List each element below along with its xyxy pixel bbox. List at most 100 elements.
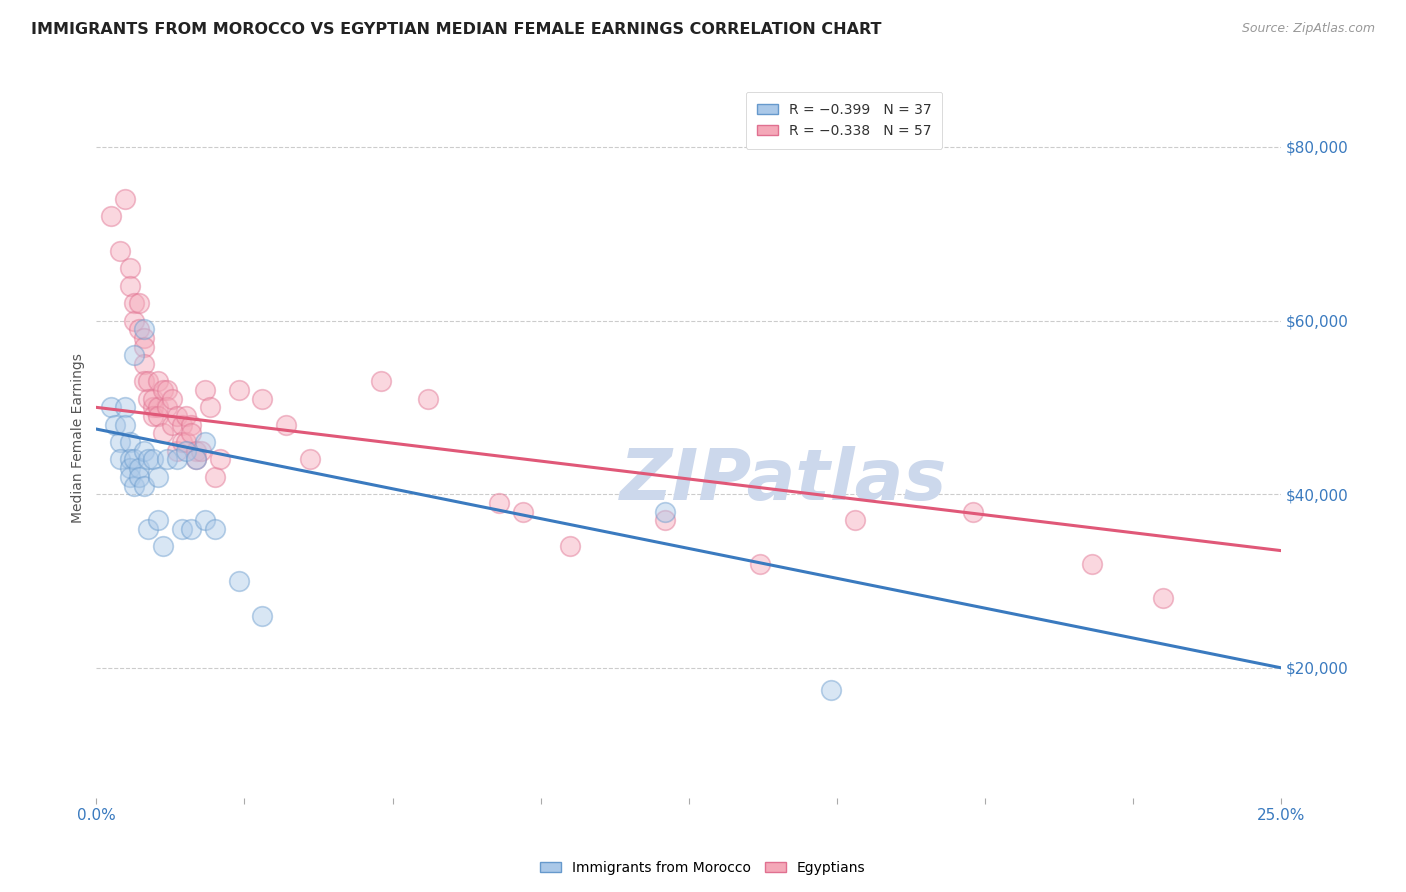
Point xyxy=(118,470,141,484)
Point xyxy=(122,348,145,362)
Point xyxy=(146,513,169,527)
Point xyxy=(170,522,193,536)
Point xyxy=(138,392,160,406)
Point xyxy=(962,504,984,518)
Point xyxy=(152,539,174,553)
Point xyxy=(228,574,250,588)
Point xyxy=(132,374,155,388)
Point xyxy=(108,452,131,467)
Text: IMMIGRANTS FROM MOROCCO VS EGYPTIAN MEDIAN FEMALE EARNINGS CORRELATION CHART: IMMIGRANTS FROM MOROCCO VS EGYPTIAN MEDI… xyxy=(31,22,882,37)
Point xyxy=(654,504,676,518)
Point xyxy=(108,435,131,450)
Point xyxy=(160,392,183,406)
Point xyxy=(146,401,169,415)
Point xyxy=(104,417,127,432)
Point xyxy=(146,374,169,388)
Point xyxy=(128,470,150,484)
Point xyxy=(132,443,155,458)
Point xyxy=(118,278,141,293)
Point xyxy=(654,513,676,527)
Point xyxy=(204,470,226,484)
Point xyxy=(122,478,145,492)
Point xyxy=(128,296,150,310)
Point xyxy=(180,426,202,441)
Point xyxy=(844,513,866,527)
Point xyxy=(184,443,207,458)
Point xyxy=(176,409,198,423)
Point xyxy=(228,383,250,397)
Point xyxy=(142,392,165,406)
Point xyxy=(156,383,179,397)
Point xyxy=(166,443,188,458)
Point xyxy=(176,435,198,450)
Point xyxy=(166,452,188,467)
Point xyxy=(370,374,392,388)
Point xyxy=(748,557,770,571)
Point xyxy=(132,340,155,354)
Point xyxy=(194,383,217,397)
Point xyxy=(146,470,169,484)
Point xyxy=(184,452,207,467)
Point xyxy=(488,496,510,510)
Point xyxy=(142,409,165,423)
Point xyxy=(122,313,145,327)
Point xyxy=(138,374,160,388)
Point xyxy=(152,426,174,441)
Point xyxy=(122,452,145,467)
Point xyxy=(298,452,321,467)
Y-axis label: Median Female Earnings: Median Female Earnings xyxy=(72,353,86,523)
Point xyxy=(1080,557,1102,571)
Point xyxy=(132,322,155,336)
Point xyxy=(560,539,582,553)
Point xyxy=(250,608,273,623)
Point xyxy=(146,409,169,423)
Point xyxy=(122,296,145,310)
Point xyxy=(138,452,160,467)
Text: ZIPatlas: ZIPatlas xyxy=(620,447,948,516)
Point xyxy=(142,401,165,415)
Point xyxy=(198,401,221,415)
Point xyxy=(512,504,534,518)
Point xyxy=(190,443,212,458)
Point xyxy=(156,452,179,467)
Point xyxy=(142,452,165,467)
Point xyxy=(128,461,150,475)
Point xyxy=(250,392,273,406)
Point xyxy=(118,435,141,450)
Point xyxy=(170,417,193,432)
Point xyxy=(152,383,174,397)
Point xyxy=(114,417,136,432)
Point xyxy=(118,452,141,467)
Point xyxy=(166,409,188,423)
Point xyxy=(108,244,131,258)
Point xyxy=(128,322,150,336)
Point xyxy=(132,357,155,371)
Point xyxy=(132,331,155,345)
Point xyxy=(184,452,207,467)
Point xyxy=(114,192,136,206)
Point xyxy=(180,522,202,536)
Point xyxy=(194,513,217,527)
Point xyxy=(138,522,160,536)
Point xyxy=(118,261,141,276)
Point xyxy=(194,435,217,450)
Legend: R = −0.399   N = 37, R = −0.338   N = 57: R = −0.399 N = 37, R = −0.338 N = 57 xyxy=(745,92,942,149)
Legend: Immigrants from Morocco, Egyptians: Immigrants from Morocco, Egyptians xyxy=(534,855,872,880)
Point xyxy=(100,401,122,415)
Point xyxy=(1152,591,1174,606)
Point xyxy=(274,417,297,432)
Point xyxy=(118,461,141,475)
Point xyxy=(156,401,179,415)
Point xyxy=(100,210,122,224)
Text: Source: ZipAtlas.com: Source: ZipAtlas.com xyxy=(1241,22,1375,36)
Point xyxy=(208,452,231,467)
Point xyxy=(114,401,136,415)
Point xyxy=(416,392,439,406)
Point xyxy=(820,682,842,697)
Point xyxy=(176,443,198,458)
Point xyxy=(180,417,202,432)
Point xyxy=(132,478,155,492)
Point xyxy=(160,417,183,432)
Point xyxy=(170,435,193,450)
Point xyxy=(204,522,226,536)
